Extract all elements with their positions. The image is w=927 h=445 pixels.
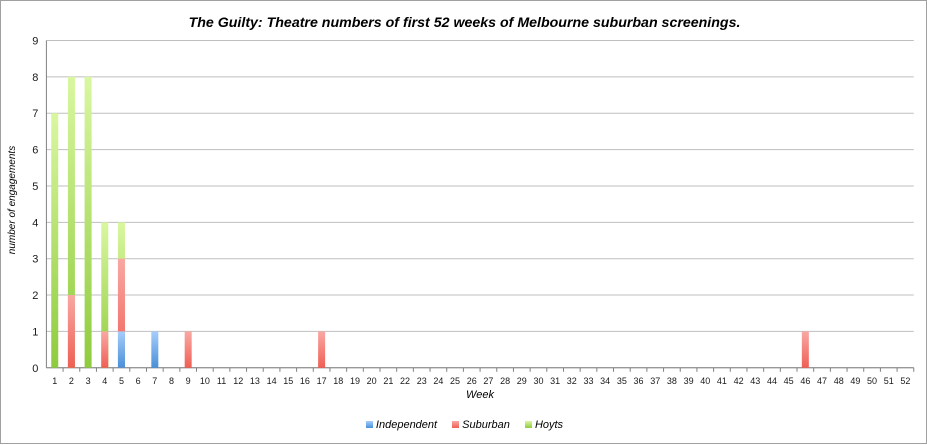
svg-text:15: 15 <box>283 376 293 386</box>
svg-text:13: 13 <box>250 376 260 386</box>
svg-text:4: 4 <box>32 217 38 229</box>
svg-text:7: 7 <box>32 108 38 120</box>
svg-text:3: 3 <box>86 376 91 386</box>
svg-text:47: 47 <box>817 376 827 386</box>
svg-text:48: 48 <box>834 376 844 386</box>
svg-text:8: 8 <box>32 72 38 84</box>
svg-text:9: 9 <box>186 376 191 386</box>
svg-text:16: 16 <box>300 376 310 386</box>
svg-text:37: 37 <box>650 376 660 386</box>
svg-text:28: 28 <box>500 376 510 386</box>
svg-text:31: 31 <box>550 376 560 386</box>
svg-text:30: 30 <box>533 376 543 386</box>
svg-text:26: 26 <box>467 376 477 386</box>
svg-text:33: 33 <box>583 376 593 386</box>
svg-text:51: 51 <box>884 376 894 386</box>
svg-text:43: 43 <box>750 376 760 386</box>
svg-text:6: 6 <box>32 145 38 157</box>
svg-text:12: 12 <box>233 376 243 386</box>
svg-text:1: 1 <box>52 376 57 386</box>
svg-text:17: 17 <box>317 376 327 386</box>
svg-text:41: 41 <box>717 376 727 386</box>
svg-text:42: 42 <box>734 376 744 386</box>
svg-text:6: 6 <box>136 376 141 386</box>
svg-text:10: 10 <box>200 376 210 386</box>
svg-text:20: 20 <box>367 376 377 386</box>
svg-text:35: 35 <box>617 376 627 386</box>
svg-text:14: 14 <box>267 376 277 386</box>
svg-text:46: 46 <box>800 376 810 386</box>
svg-text:0: 0 <box>32 363 38 375</box>
svg-text:8: 8 <box>169 376 174 386</box>
svg-text:24: 24 <box>433 376 443 386</box>
svg-text:2: 2 <box>32 290 38 302</box>
svg-text:27: 27 <box>483 376 493 386</box>
svg-text:5: 5 <box>119 376 124 386</box>
svg-text:36: 36 <box>634 376 644 386</box>
svg-text:5: 5 <box>32 181 38 193</box>
svg-text:44: 44 <box>767 376 777 386</box>
svg-text:3: 3 <box>32 254 38 266</box>
svg-text:29: 29 <box>517 376 527 386</box>
svg-text:49: 49 <box>850 376 860 386</box>
svg-text:38: 38 <box>667 376 677 386</box>
svg-text:39: 39 <box>684 376 694 386</box>
svg-text:1: 1 <box>32 326 38 338</box>
svg-text:4: 4 <box>102 376 107 386</box>
svg-text:50: 50 <box>867 376 877 386</box>
svg-text:11: 11 <box>217 376 226 386</box>
svg-text:19: 19 <box>350 376 360 386</box>
svg-text:7: 7 <box>152 376 157 386</box>
svg-text:9: 9 <box>32 35 38 47</box>
svg-text:45: 45 <box>784 376 794 386</box>
svg-text:34: 34 <box>600 376 610 386</box>
svg-text:32: 32 <box>567 376 577 386</box>
svg-text:40: 40 <box>700 376 710 386</box>
svg-text:52: 52 <box>900 376 910 386</box>
svg-text:23: 23 <box>417 376 427 386</box>
svg-text:21: 21 <box>383 376 393 386</box>
svg-text:2: 2 <box>69 376 74 386</box>
svg-text:25: 25 <box>450 376 460 386</box>
svg-text:18: 18 <box>333 376 343 386</box>
svg-text:22: 22 <box>400 376 410 386</box>
